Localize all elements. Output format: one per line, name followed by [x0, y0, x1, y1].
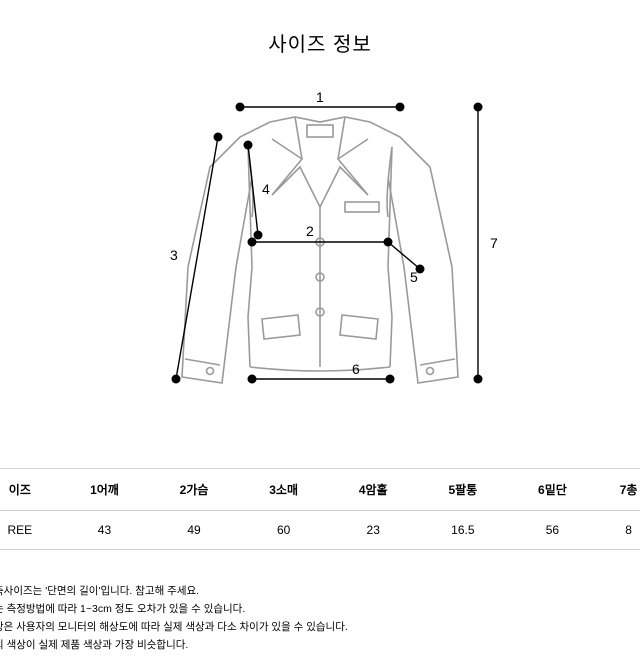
label-5: 5 — [410, 269, 418, 285]
col-1: 1어깨 — [60, 469, 150, 511]
col-3: 3소매 — [239, 469, 329, 511]
col-5: 5팔통 — [418, 469, 508, 511]
col-6: 6밑단 — [508, 469, 598, 511]
col-2: 2가슴 — [149, 469, 239, 511]
label-4: 4 — [262, 181, 270, 197]
label-3: 3 — [170, 247, 178, 263]
table-header-row: 이즈 1어깨 2가슴 3소매 4암홀 5팔통 6밑단 7총 — [0, 469, 640, 511]
note-line: 는 측정방법에 따라 1~3cm 정도 오차가 있을 수 있습니다. — [0, 601, 348, 619]
size-table: 이즈 1어깨 2가슴 3소매 4암홀 5팔통 6밑단 7총 REE 43 49 … — [0, 468, 640, 550]
cell-v7: 8 — [597, 511, 640, 550]
cell-v6: 56 — [508, 511, 598, 550]
label-7: 7 — [490, 235, 498, 251]
notes-block: 측사이즈는 '단면의 길이'입니다. 참고해 주세요. 는 측정방법에 따라 1… — [0, 583, 348, 654]
cell-v5: 16.5 — [418, 511, 508, 550]
note-line: 상은 사용자의 모니터의 해상도에 따라 실제 색상과 다소 차이가 있을 수 … — [0, 619, 348, 637]
col-size: 이즈 — [0, 469, 60, 511]
note-line: 측사이즈는 '단면의 길이'입니다. 참고해 주세요. — [0, 583, 348, 601]
cell-v4: 23 — [328, 511, 418, 550]
col-7: 7총 — [597, 469, 640, 511]
table-row: REE 43 49 60 23 16.5 56 8 — [0, 511, 640, 550]
label-6: 6 — [352, 361, 360, 377]
label-1: 1 — [316, 89, 324, 105]
col-4: 4암홀 — [328, 469, 418, 511]
page-title: 사이즈 정보 — [0, 28, 640, 57]
note-line: 의 색상이 실제 제품 색상과 가장 비슷합니다. — [0, 637, 348, 655]
size-diagram: 1 2 3 4 5 6 7 — [0, 67, 640, 427]
cell-v2: 49 — [149, 511, 239, 550]
cell-v1: 43 — [60, 511, 150, 550]
cell-size: REE — [0, 511, 60, 550]
label-2: 2 — [306, 223, 314, 239]
cell-v3: 60 — [239, 511, 329, 550]
